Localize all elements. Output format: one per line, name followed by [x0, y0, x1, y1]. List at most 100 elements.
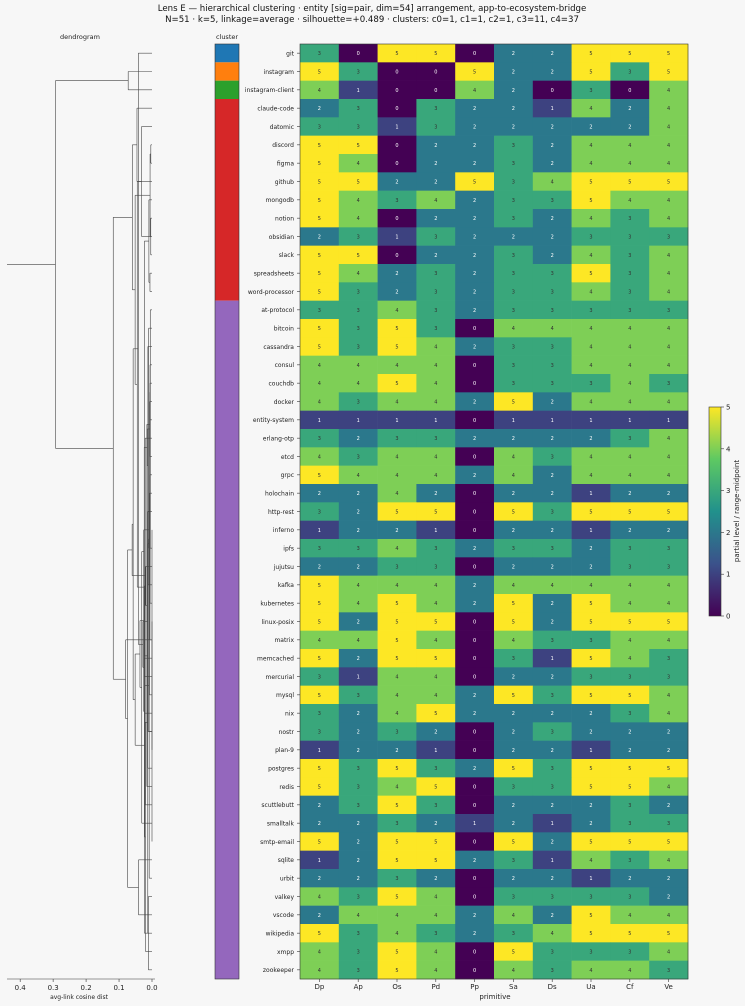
- heatmap-cell: [455, 80, 495, 100]
- heatmap-cell: [377, 62, 417, 81]
- cell-value-label: 3: [512, 895, 515, 901]
- heatmap-cell: [571, 502, 611, 521]
- heatmap-cell: [377, 594, 417, 613]
- heatmap-cell: [649, 465, 689, 485]
- cell-value-label: 2: [512, 711, 515, 717]
- row-label: entity-system: [253, 417, 294, 424]
- heatmap-cell: [494, 392, 534, 411]
- cell-value-label: 5: [589, 198, 592, 204]
- cell-value-label: 4: [667, 711, 670, 717]
- heatmap-cell: [494, 905, 534, 925]
- dendrogram-tick-label: 0.2: [81, 984, 92, 992]
- colorbar-tick-label: 4: [726, 445, 731, 453]
- heatmap-cell: [338, 594, 378, 613]
- cell-value-label: 4: [395, 491, 398, 497]
- cell-value-label: 0: [551, 88, 554, 94]
- cell-value-label: 5: [667, 51, 670, 57]
- cell-value-label: 3: [667, 235, 670, 241]
- heatmap-cell: [338, 704, 378, 723]
- cell-value-label: 4: [589, 858, 592, 864]
- heatmap-cell: [338, 227, 378, 246]
- cell-value-label: 5: [395, 620, 398, 626]
- heatmap-cell: [532, 869, 572, 888]
- cell-value-label: 3: [589, 950, 592, 956]
- heatmap-cell: [649, 630, 689, 650]
- heatmap-cell: [377, 722, 417, 741]
- heatmap-cell: [416, 227, 456, 246]
- cell-value-label: 2: [512, 436, 515, 442]
- row-label: smalltalk: [267, 820, 295, 827]
- heatmap-cell: [494, 924, 534, 943]
- heatmap-cell: [532, 319, 572, 338]
- cell-value-label: 5: [395, 840, 398, 846]
- heatmap-cell: [610, 410, 650, 430]
- row-label: urbit: [280, 875, 295, 882]
- heatmap-cell: [455, 154, 495, 173]
- row-label: word-processor: [248, 289, 295, 296]
- cell-value-label: 4: [667, 693, 670, 699]
- cell-value-label: 3: [589, 235, 592, 241]
- cell-value-label: 3: [512, 858, 515, 864]
- cell-value-label: 4: [667, 785, 670, 791]
- heatmap-cell: [455, 630, 495, 650]
- cell-value-label: 3: [512, 785, 515, 791]
- cell-value-label: 2: [318, 106, 321, 112]
- cell-value-label: 2: [551, 436, 554, 442]
- heatmap-cell: [416, 465, 456, 485]
- cell-value-label: 2: [318, 235, 321, 241]
- cell-value-label: 2: [551, 840, 554, 846]
- heatmap-cell: [338, 832, 378, 851]
- heatmap-cell: [571, 465, 611, 485]
- heatmap-cell: [416, 795, 456, 815]
- cell-value-label: 4: [628, 143, 631, 149]
- heatmap-cell: [377, 374, 417, 393]
- cell-value-label: 2: [667, 895, 670, 901]
- cell-value-label: 2: [512, 876, 515, 882]
- cell-value-label: 0: [473, 968, 476, 974]
- cell-value-label: 2: [357, 565, 360, 571]
- cell-value-label: 5: [434, 711, 437, 717]
- heatmap-cell: [338, 869, 378, 888]
- heatmap-cell: [494, 209, 534, 228]
- cell-value-label: 3: [667, 546, 670, 552]
- heatmap-cell: [610, 190, 650, 210]
- heatmap-cell: [571, 410, 611, 430]
- heatmap-cell: [532, 685, 572, 705]
- heatmap-cell: [649, 429, 689, 448]
- heatmap-cell: [377, 172, 417, 191]
- cell-value-label: 3: [551, 455, 554, 461]
- cell-value-label: 2: [589, 436, 592, 442]
- dendrogram: [7, 52, 153, 971]
- cell-value-label: 2: [473, 235, 476, 241]
- cell-value-label: 5: [395, 766, 398, 772]
- heatmap-cell: [300, 374, 340, 393]
- cell-value-label: 1: [434, 748, 437, 754]
- heatmap-cell: [300, 575, 340, 595]
- colorbar-tick-label: 1: [726, 571, 730, 579]
- cell-value-label: 3: [512, 161, 515, 167]
- cell-value-label: 4: [318, 381, 321, 387]
- row-label: vscode: [273, 912, 294, 919]
- cell-value-label: 0: [395, 161, 398, 167]
- cell-value-label: 4: [434, 455, 437, 461]
- heatmap-cell: [416, 612, 456, 631]
- heatmap-cell: [571, 814, 611, 833]
- cell-value-label: 3: [551, 345, 554, 351]
- cell-value-label: 2: [473, 601, 476, 607]
- cell-value-label: 4: [434, 693, 437, 699]
- heatmap-cell: [377, 135, 417, 155]
- heatmap-cell: [300, 62, 340, 81]
- heatmap-cell: [610, 924, 650, 943]
- x-axis-label: primitive: [479, 993, 510, 1001]
- heatmap-cell: [494, 190, 534, 210]
- heatmap-cell: [416, 264, 456, 283]
- heatmap-cell: [416, 62, 456, 81]
- cell-value-label: 4: [357, 601, 360, 607]
- heatmap-cell: [649, 850, 689, 870]
- row-label: holochain: [265, 490, 294, 497]
- cell-value-label: 1: [357, 675, 360, 681]
- cell-value-label: 4: [589, 968, 592, 974]
- cell-value-label: 5: [628, 840, 631, 846]
- heatmap-cell: [416, 520, 456, 540]
- cell-value-label: 0: [473, 950, 476, 956]
